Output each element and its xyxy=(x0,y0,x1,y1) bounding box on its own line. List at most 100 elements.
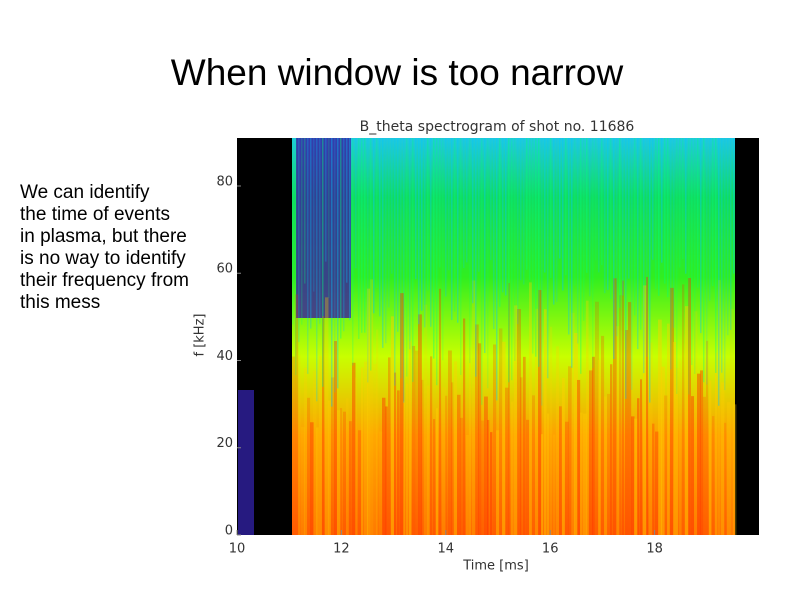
stripe xyxy=(703,396,706,535)
stripe xyxy=(676,138,678,394)
stripe xyxy=(592,356,595,535)
stripe xyxy=(568,366,572,535)
stripe xyxy=(301,426,305,535)
stripe xyxy=(457,138,459,323)
stripe xyxy=(529,282,532,535)
stripe xyxy=(388,357,391,535)
stripe xyxy=(403,138,405,403)
body-line: the time of events xyxy=(20,204,170,225)
stripe xyxy=(583,138,585,321)
stripe xyxy=(421,379,424,535)
stripe xyxy=(460,417,463,535)
stripe xyxy=(709,380,712,535)
stripe xyxy=(301,138,303,325)
stripe xyxy=(556,138,558,302)
body-line: their frequency from xyxy=(20,270,189,291)
stripe xyxy=(619,138,621,308)
stripe xyxy=(673,341,677,535)
stripe xyxy=(685,138,687,274)
stripe xyxy=(700,370,704,535)
stripe xyxy=(523,356,526,535)
stripe xyxy=(358,138,360,339)
stripe xyxy=(373,363,377,535)
stripe xyxy=(649,138,651,403)
stripe xyxy=(715,352,718,535)
x-axis-label: Time [ms] xyxy=(462,559,529,574)
stripe xyxy=(664,138,666,284)
stripe xyxy=(376,138,378,289)
stripe xyxy=(430,138,432,327)
stripe xyxy=(472,280,476,535)
stripe xyxy=(730,138,732,330)
y-tick-label: 0 xyxy=(225,524,233,539)
stripe xyxy=(304,367,308,535)
stripe xyxy=(595,301,599,535)
stripe xyxy=(676,368,679,535)
stripe xyxy=(451,382,454,535)
stripe xyxy=(553,434,556,535)
stripe xyxy=(310,138,312,329)
stripe xyxy=(673,138,675,328)
stripe xyxy=(481,420,485,535)
x-tick-label: 18 xyxy=(646,542,663,557)
stripe xyxy=(727,138,729,336)
stripe xyxy=(295,294,299,535)
stripe xyxy=(502,138,504,293)
stripe xyxy=(346,138,348,283)
stripe xyxy=(421,138,423,311)
stripe xyxy=(454,138,456,312)
stripe xyxy=(415,350,419,535)
stripe xyxy=(394,372,397,535)
stripe xyxy=(646,276,649,535)
stripe xyxy=(325,138,327,262)
stripe xyxy=(436,408,439,535)
stripe xyxy=(619,295,622,535)
stripe xyxy=(505,387,509,535)
stripe xyxy=(352,138,354,366)
stripe xyxy=(712,416,715,535)
stripe xyxy=(571,138,573,368)
stripe xyxy=(319,138,321,324)
stripe xyxy=(685,306,689,535)
stripe xyxy=(631,138,633,390)
stripe xyxy=(508,138,510,383)
stripe xyxy=(331,377,335,535)
stripe xyxy=(445,395,448,535)
stripe xyxy=(433,138,435,359)
stripe xyxy=(538,138,540,367)
stripe xyxy=(721,138,723,373)
stripe xyxy=(484,396,488,535)
stripe xyxy=(652,138,654,260)
stripe xyxy=(679,138,681,268)
stripe xyxy=(694,138,696,374)
stripe xyxy=(415,138,417,280)
stripe xyxy=(607,393,611,535)
stripe xyxy=(418,138,420,325)
stripe xyxy=(511,401,514,535)
body-line: is no way to identify xyxy=(20,248,186,269)
stripe xyxy=(367,138,369,383)
y-tick-label: 60 xyxy=(216,262,233,277)
stripe xyxy=(544,138,546,273)
stripe xyxy=(547,413,550,535)
stripe xyxy=(349,421,352,535)
stripe xyxy=(334,138,336,393)
stripe xyxy=(616,138,618,337)
stripe xyxy=(679,360,682,535)
stripe xyxy=(427,138,429,291)
stripe xyxy=(652,423,655,535)
stripe xyxy=(706,138,708,385)
stripe xyxy=(733,138,735,274)
stripe xyxy=(697,373,701,535)
stripe xyxy=(622,138,624,296)
stripe xyxy=(691,138,693,365)
stripe xyxy=(556,346,560,535)
stripe xyxy=(331,138,333,407)
stripe xyxy=(721,382,725,535)
stripe xyxy=(526,138,528,270)
stripe xyxy=(310,422,314,535)
stripe xyxy=(517,309,521,535)
stripe xyxy=(532,138,534,354)
stripe xyxy=(544,309,547,535)
